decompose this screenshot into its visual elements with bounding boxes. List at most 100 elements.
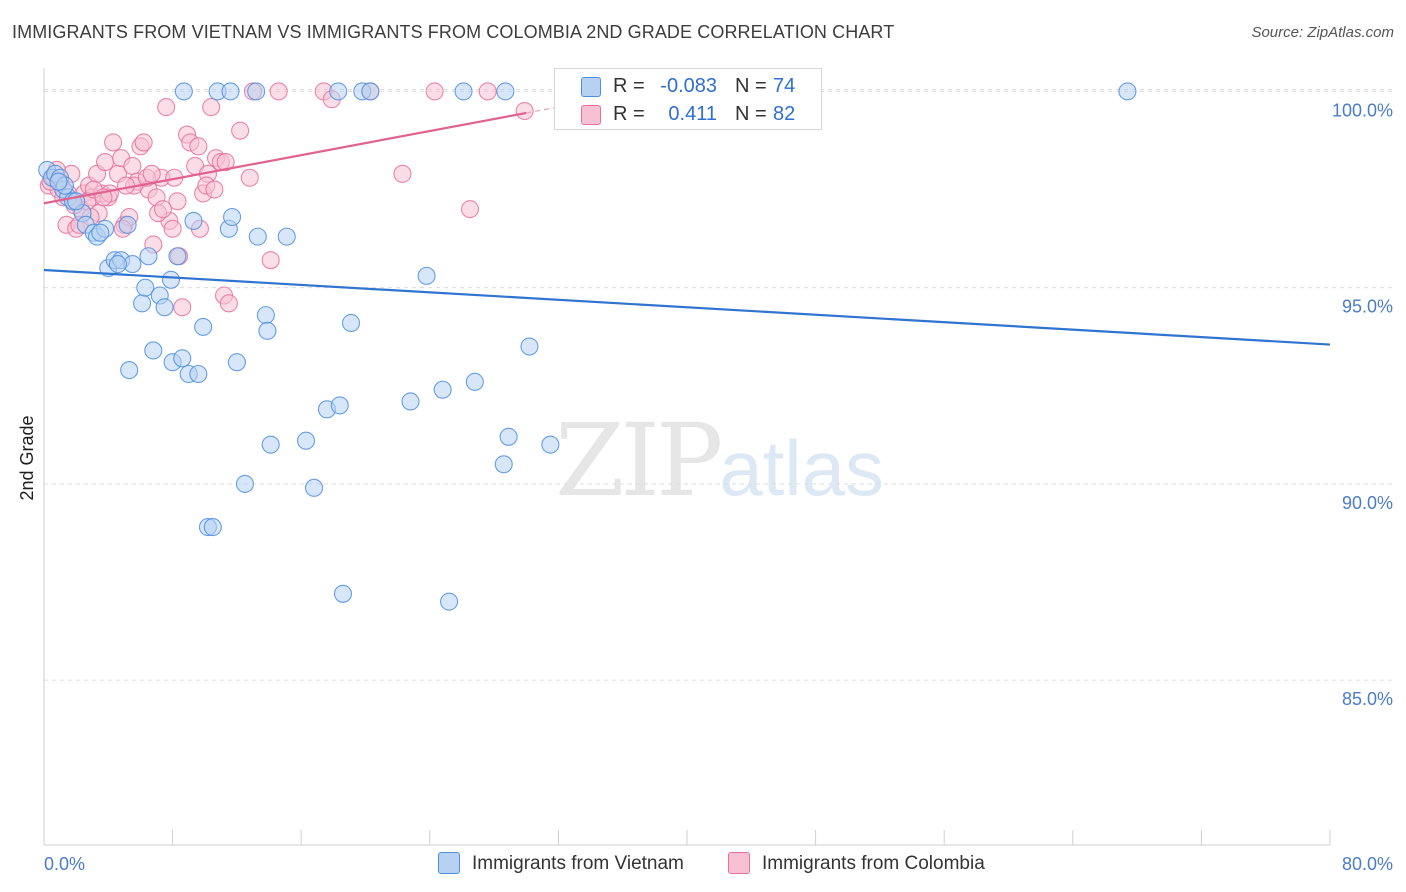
vietnam-point bbox=[541, 435, 560, 454]
source-label: Source: ZipAtlas.com bbox=[1251, 24, 1394, 41]
tick-labels: 85.0% 90.0% 95.0% 100.0% 0.0% 80.0% 2nd Grade bbox=[17, 100, 1393, 874]
y-tick-label: 95.0% bbox=[1342, 297, 1393, 317]
colombia-point bbox=[515, 101, 534, 121]
vietnam-point bbox=[258, 321, 277, 340]
colombia-point bbox=[157, 98, 176, 117]
vietnam-point bbox=[189, 364, 208, 384]
colombia-point bbox=[425, 82, 444, 101]
axes bbox=[43, 68, 1331, 846]
vietnam-point bbox=[494, 455, 513, 474]
colombia-swatch bbox=[728, 852, 750, 874]
legend-row-vietnam: R = -0.083 N = 74 bbox=[555, 73, 821, 99]
colombia-swatch bbox=[581, 105, 601, 125]
vietnam-point bbox=[120, 361, 139, 380]
vietnam-point bbox=[401, 392, 420, 411]
vietnam-point bbox=[305, 478, 324, 497]
n-value: 82 bbox=[773, 103, 796, 125]
colombia-point bbox=[460, 200, 480, 219]
colombia-point bbox=[393, 164, 412, 183]
vietnam-point bbox=[223, 207, 242, 227]
vietnam-swatch bbox=[438, 852, 460, 874]
r-value: 0.411 bbox=[668, 103, 717, 125]
n-label: N = bbox=[735, 75, 767, 97]
watermark-zip: ZIP bbox=[555, 402, 723, 519]
colombia-point bbox=[163, 219, 182, 238]
vietnam-point bbox=[203, 518, 222, 537]
vietnam-point bbox=[361, 82, 380, 101]
x-tick-label: 0.0% bbox=[44, 854, 85, 874]
legend-label-colombia: Immigrants from Colombia bbox=[762, 853, 985, 874]
vietnam-point bbox=[108, 255, 127, 274]
vietnam-point bbox=[144, 341, 163, 360]
vietnam-point bbox=[433, 380, 452, 399]
vietnam-point bbox=[174, 82, 193, 101]
legend-label-vietnam: Immigrants from Vietnam bbox=[472, 853, 684, 874]
vietnam-point bbox=[417, 266, 436, 285]
colombia-point bbox=[216, 153, 235, 172]
vietnam-point bbox=[333, 584, 353, 603]
chart-title: IMMIGRANTS FROM VIETNAM VS IMMIGRANTS FR… bbox=[12, 22, 895, 42]
colombia-point bbox=[123, 156, 142, 176]
zipatlas-watermark: ZIPatlas bbox=[555, 402, 884, 519]
colombia-point bbox=[261, 251, 280, 270]
y-tick-label: 100.0% bbox=[1332, 100, 1393, 120]
vietnam-point bbox=[118, 215, 137, 234]
colombia-point bbox=[142, 164, 161, 183]
colombia-point bbox=[104, 133, 123, 152]
vietnam-point bbox=[261, 435, 280, 454]
vietnam-point bbox=[454, 82, 473, 101]
vietnam-point bbox=[440, 592, 459, 611]
vietnam-point bbox=[194, 317, 213, 336]
n-value: 74 bbox=[773, 75, 796, 97]
watermark-atlas: atlas bbox=[719, 424, 885, 512]
r-label: R = bbox=[613, 103, 645, 125]
vietnam-point bbox=[136, 278, 155, 297]
vietnam-point bbox=[133, 294, 152, 313]
vietnam-point bbox=[49, 172, 68, 191]
vietnam-point bbox=[256, 306, 275, 325]
colombia-point bbox=[173, 298, 192, 317]
vietnam-point bbox=[341, 313, 361, 333]
vietnam-point bbox=[227, 353, 246, 372]
vietnam-swatch bbox=[581, 77, 601, 97]
vietnam-trend-line bbox=[43, 268, 1331, 346]
colombia-point bbox=[219, 294, 238, 313]
colombia-point bbox=[189, 137, 208, 156]
colombia-point bbox=[168, 192, 187, 211]
colombia-point bbox=[205, 180, 224, 199]
colombia-point bbox=[202, 98, 221, 117]
vietnam-point bbox=[465, 372, 484, 391]
vietnam-point bbox=[168, 247, 187, 266]
y-axis-label: 2nd Grade bbox=[17, 415, 37, 500]
vietnam-point bbox=[1118, 82, 1137, 101]
vietnam-point bbox=[496, 82, 515, 101]
colombia-point bbox=[240, 168, 259, 187]
vietnam-point bbox=[330, 396, 349, 415]
series-legend: Immigrants from Vietnam Immigrants from … bbox=[0, 852, 1406, 878]
correlation-legend: R = -0.083 N = 74 R = 0.411 N = 82 bbox=[554, 68, 822, 130]
x-tick-label: 80.0% bbox=[1342, 854, 1393, 874]
legend-row-colombia: R = 0.411 N = 82 bbox=[555, 101, 821, 127]
y-tick-label: 85.0% bbox=[1342, 689, 1393, 709]
vietnam-point bbox=[235, 474, 254, 493]
vietnam-point bbox=[520, 337, 539, 356]
vietnam-point bbox=[277, 227, 296, 246]
vietnam-point bbox=[221, 82, 240, 101]
vietnam-point bbox=[91, 223, 110, 242]
vietnam-point bbox=[329, 82, 348, 101]
series-colombia-points bbox=[39, 82, 534, 317]
vietnam-point bbox=[173, 349, 192, 368]
vietnam-point bbox=[247, 82, 266, 101]
r-label: R = bbox=[613, 75, 645, 97]
vietnam-point bbox=[184, 211, 203, 230]
vietnam-point bbox=[296, 431, 316, 450]
colombia-point bbox=[478, 82, 497, 101]
colombia-point bbox=[269, 82, 288, 101]
vietnam-point bbox=[155, 298, 174, 317]
colombia-trend-line bbox=[43, 111, 527, 205]
colombia-point bbox=[231, 121, 250, 140]
vietnam-point bbox=[161, 270, 181, 289]
r-value: -0.083 bbox=[660, 75, 717, 97]
colombia-point bbox=[134, 133, 153, 152]
